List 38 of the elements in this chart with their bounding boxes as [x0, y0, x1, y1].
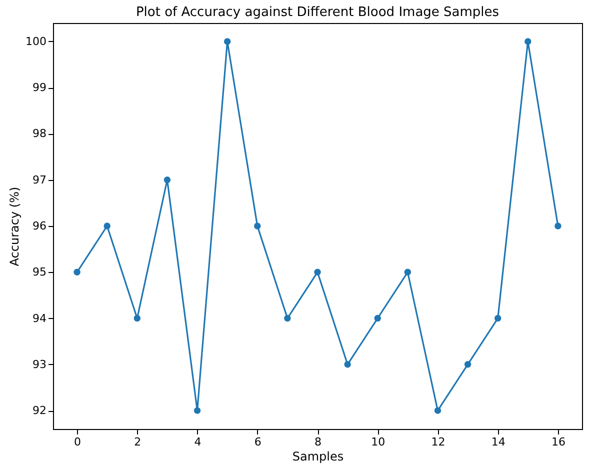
point — [284, 314, 291, 322]
point — [164, 176, 171, 184]
point — [434, 407, 442, 414]
x-tick-label: 16 — [551, 436, 566, 448]
y-tick-label: 99 — [32, 81, 46, 94]
x-tick-label: 2 — [134, 436, 142, 448]
y-axis-title: Accuracy (%) — [8, 186, 22, 266]
point — [404, 268, 412, 276]
point — [344, 361, 351, 368]
y-tick-label: 95 — [32, 266, 46, 279]
x-tick-label: 4 — [194, 436, 202, 448]
chart-title: Plot of Accuracy against Different Blood Image Samples — [136, 5, 500, 20]
point — [464, 361, 472, 368]
y-tick-label: 93 — [32, 358, 46, 371]
point — [194, 407, 201, 414]
point — [524, 38, 532, 45]
x-tick-label: 10 — [371, 436, 386, 448]
y-tick-label: 100 — [26, 34, 46, 48]
point — [554, 222, 562, 230]
x-tick-label: 0 — [74, 436, 82, 448]
y-tick-label: 96 — [32, 220, 46, 232]
point — [374, 314, 381, 322]
point — [314, 268, 321, 276]
y-tick-label: 92 — [32, 404, 46, 418]
y-tick-label: 98 — [32, 127, 46, 140]
point — [224, 38, 231, 45]
x-tick-label: 6 — [254, 436, 262, 448]
x-axis-title: Samples — [292, 450, 344, 464]
x-tick-label: 14 — [491, 436, 506, 448]
point — [134, 314, 141, 322]
point — [74, 268, 80, 276]
point — [104, 222, 110, 230]
y-tick-label: 97 — [32, 173, 46, 186]
y-tick-label: 94 — [32, 312, 46, 325]
point — [494, 314, 502, 322]
x-tick-label: 12 — [431, 436, 446, 448]
point — [254, 222, 261, 230]
x-tick-label: 8 — [314, 436, 322, 448]
